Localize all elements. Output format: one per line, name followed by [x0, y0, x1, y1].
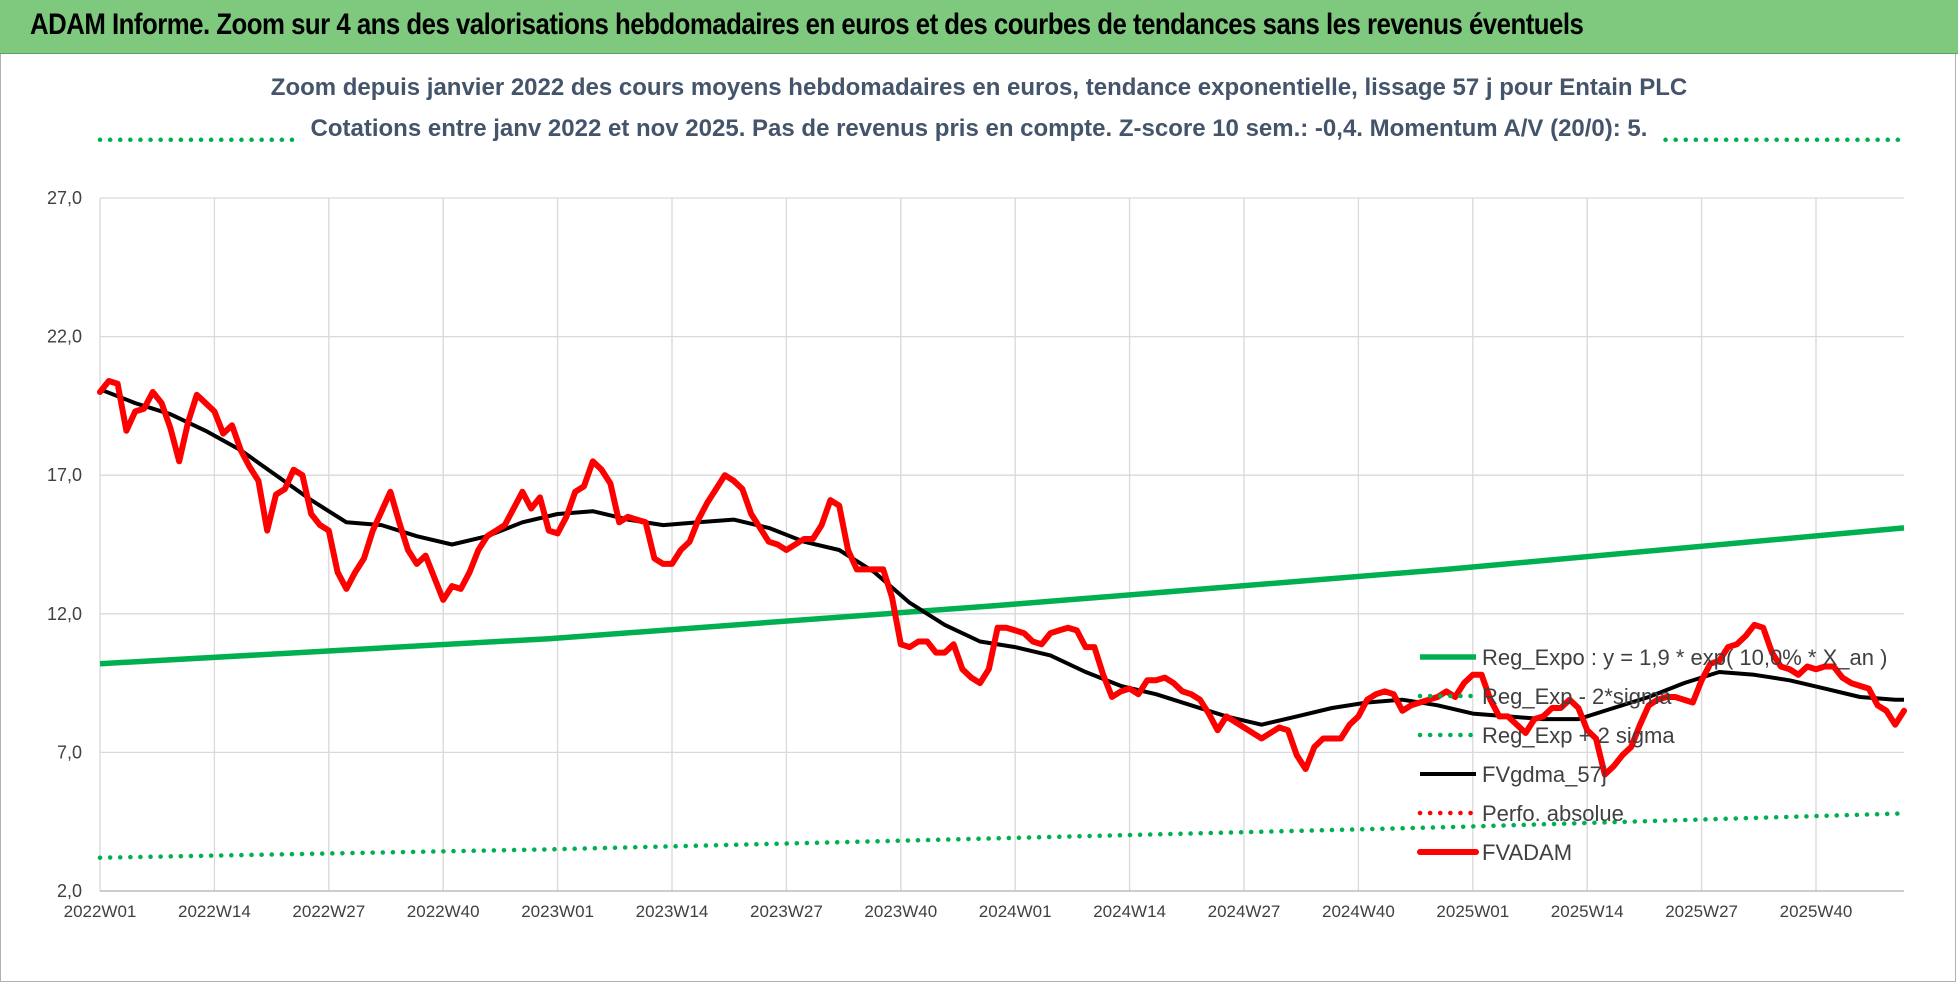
x-tick-label: 2025W14 [1551, 902, 1624, 921]
x-tick-label: 2024W01 [979, 902, 1052, 921]
x-tick-label: 2025W01 [1436, 902, 1509, 921]
x-tick-label: 2023W01 [521, 902, 594, 921]
y-tick-label: 2,0 [57, 881, 82, 901]
chart-title-background [258, 72, 1700, 103]
axes: 2,0 7,0 12,0 17,0 22,0 27,0 2022W01 2022W14 2022… [47, 188, 1904, 921]
series-layer [97, 137, 1907, 860]
banner-title: ADAM Informe. Zoom sur 4 ans des valoris… [30, 8, 1584, 41]
series-line-reg-exp-2-sigma [97, 811, 1907, 860]
y-tick-label: 7,0 [57, 742, 82, 762]
chart-title-background [298, 113, 1660, 144]
series-line-fvgdma-57j [99, 387, 1904, 727]
legend-label: Reg_Exp + 2 sigma [1482, 723, 1675, 748]
x-tick-label: 2025W40 [1780, 902, 1853, 921]
legend-label: Perfo. absolue [1482, 801, 1624, 826]
legend-label: Reg_Expo : y = 1,9 * exp( 10,0% * X_an ) [1482, 645, 1887, 670]
x-tick-label: 2024W27 [1208, 902, 1281, 921]
x-tick-label: 2023W27 [750, 902, 823, 921]
chart-title-line: Zoom depuis janvier 2022 des cours moyen… [271, 74, 1687, 101]
legend-label: FVADAM [1482, 840, 1572, 865]
grid [99, 197, 1904, 892]
x-tick-label: 2025W27 [1665, 902, 1738, 921]
x-tick-label: 2022W40 [407, 902, 480, 921]
y-tick-label: 12,0 [47, 604, 82, 624]
trend-chart: 2,0 7,0 12,0 17,0 22,0 27,0 2022W01 2022W14 2022… [47, 72, 1907, 921]
legend-label: FVgdma_57j [1482, 762, 1607, 787]
x-tick-label: 2023W40 [864, 902, 937, 921]
y-tick-label: 27,0 [47, 188, 82, 208]
series-line-reg-expo-y-1-9-exp-10-0-x-an [99, 525, 1905, 667]
x-tick-label: 2022W14 [178, 902, 251, 921]
legend-label: Reg_Exp - 2*sigma [1482, 684, 1672, 709]
x-tick-label: 2023W14 [636, 902, 709, 921]
x-tick-label: 2022W01 [64, 902, 137, 921]
series-line-fvadam [97, 378, 1907, 778]
x-tick-label: 2024W40 [1322, 902, 1395, 921]
legend: Reg_Expo : y = 1,9 * exp( 10,0% * X_an )… [1417, 645, 1887, 865]
y-tick-label: 22,0 [47, 327, 82, 347]
chart-title-line: Cotations entre janv 2022 et nov 2025. P… [311, 115, 1648, 142]
report-banner: ADAM Informe. Zoom sur 4 ans des valoris… [0, 0, 1958, 54]
x-tick-label: 2024W14 [1093, 902, 1166, 921]
chart-title: Zoom depuis janvier 2022 des cours moyen… [258, 72, 1700, 144]
y-tick-label: 17,0 [47, 465, 82, 485]
x-tick-label: 2022W27 [292, 902, 365, 921]
